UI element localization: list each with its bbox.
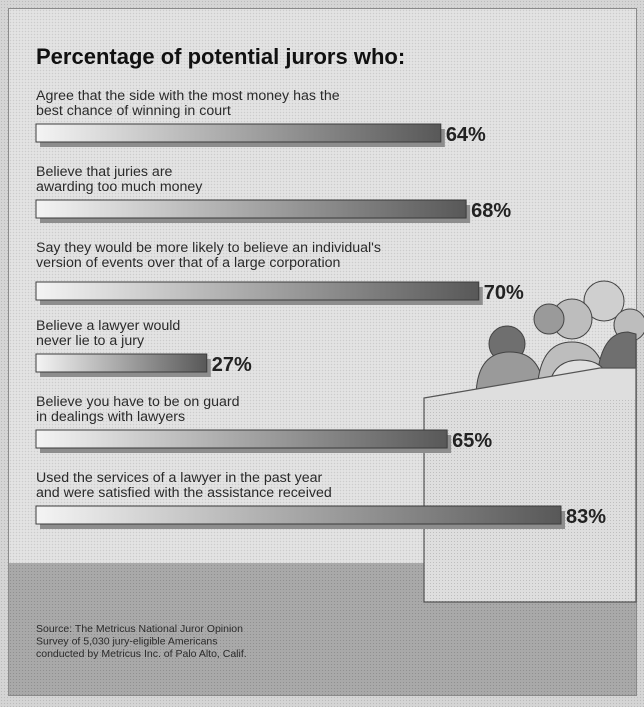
bar bbox=[35, 505, 562, 525]
source-line: Survey of 5,030 jury-eligible Americans bbox=[36, 636, 218, 648]
category-label-line: Used the services of a lawyer in the pas… bbox=[36, 470, 323, 486]
bar bbox=[35, 123, 442, 143]
jurors-in-box-icon bbox=[423, 280, 644, 603]
bar bbox=[35, 199, 467, 219]
bar bbox=[35, 429, 448, 449]
juror-head bbox=[533, 303, 565, 335]
value-label: 65% bbox=[452, 430, 492, 452]
bars-layer: Agree that the side with the most money … bbox=[35, 88, 606, 529]
category-label-line: Agree that the side with the most money … bbox=[36, 88, 340, 104]
category-label-line: in dealings with lawyers bbox=[36, 409, 185, 425]
source-line: Source: The Metricus National Juror Opin… bbox=[36, 623, 243, 635]
value-label: 70% bbox=[484, 282, 524, 304]
bar bbox=[35, 281, 480, 301]
category-label-line: Believe that juries are bbox=[36, 164, 173, 180]
bar-group: Agree that the side with the most money … bbox=[35, 88, 486, 147]
category-label-line: Believe a lawyer would bbox=[36, 318, 180, 334]
category-label-line: awarding too much money bbox=[36, 179, 203, 195]
value-label: 83% bbox=[566, 506, 606, 528]
bar-group: Used the services of a lawyer in the pas… bbox=[35, 470, 606, 529]
bar-group: Say they would be more likely to believe… bbox=[35, 240, 524, 305]
category-label-line: best chance of winning in court bbox=[36, 103, 231, 119]
source-note: Source: The Metricus National Juror Opin… bbox=[36, 623, 247, 660]
chart-title: Percentage of potential jurors who: bbox=[36, 44, 405, 69]
value-label: 64% bbox=[446, 124, 486, 146]
category-label-line: and were satisfied with the assistance r… bbox=[36, 485, 332, 501]
value-label: 68% bbox=[471, 200, 511, 222]
jury-box-texture bbox=[424, 398, 636, 602]
category-label-line: never lie to a jury bbox=[36, 333, 145, 349]
category-label-line: version of events over that of a large c… bbox=[36, 255, 340, 271]
source-line: conducted by Metricus Inc. of Palo Alto,… bbox=[36, 648, 247, 660]
juror-head bbox=[583, 280, 625, 322]
category-label-line: Believe you have to be on guard bbox=[36, 394, 240, 410]
value-label: 27% bbox=[212, 354, 252, 376]
bar bbox=[35, 353, 208, 373]
category-label-line: Say they would be more likely to believe… bbox=[36, 240, 381, 256]
